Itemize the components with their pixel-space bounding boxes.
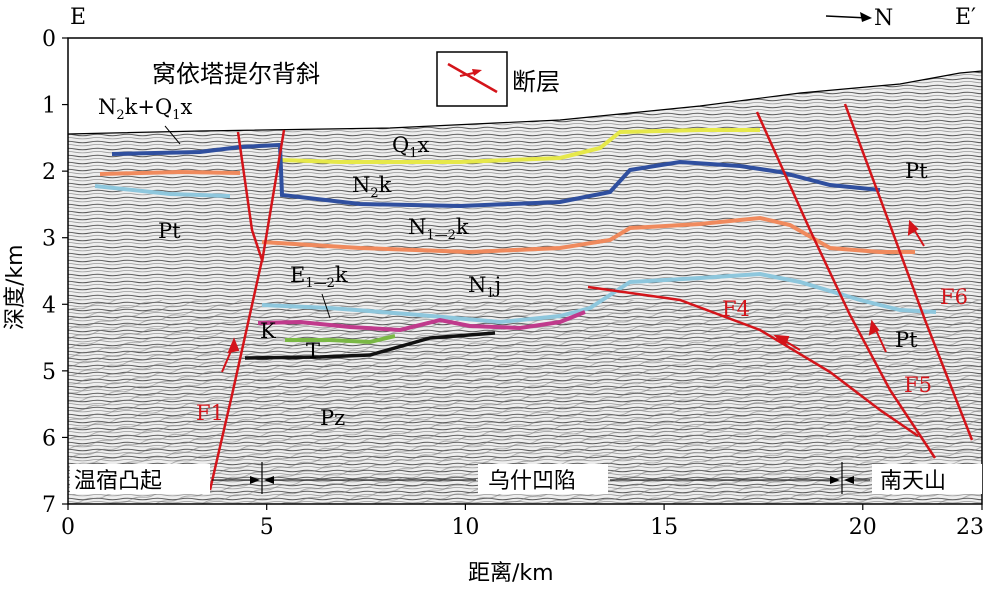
- unit-label-t: T: [306, 339, 320, 363]
- fault-label-f6: F6: [940, 285, 968, 309]
- seismic-image-deep: [68, 300, 982, 504]
- x-tick-label: 15: [650, 515, 678, 540]
- topography-line: [68, 70, 982, 135]
- legend-fault-label: 断层: [512, 68, 560, 96]
- fault-label-f4: F4: [722, 297, 750, 321]
- horizon-k-base: [257, 310, 586, 333]
- north-label: N: [874, 6, 893, 31]
- y-tick-label: 5: [42, 360, 56, 385]
- x-tick-label: 20: [849, 515, 877, 540]
- corner-label-left: E: [70, 5, 86, 30]
- x-tick-label: 10: [451, 515, 479, 540]
- fault-label-f5: F5: [904, 373, 932, 397]
- unit-label-n12k: N1—2k: [408, 215, 469, 243]
- horizon-pz-top: [244, 331, 496, 360]
- y-tick-label: 2: [42, 160, 56, 185]
- zone-label-middle: 乌什凹陷: [488, 469, 576, 494]
- corner-label-right: E′: [955, 5, 976, 30]
- svg-text:N2k+Q1x: N2k+Q1x: [98, 95, 192, 123]
- y-tick-label: 3: [42, 227, 56, 252]
- fault-f1-upper: [260, 129, 286, 263]
- unit-label-e12k: E1—2k: [290, 263, 348, 319]
- unit-label-q1x: Q1x: [392, 133, 430, 161]
- zone-divisions: 温宿凸起 乌什凹陷 南天山: [70, 462, 982, 494]
- fault-f6-line: [843, 103, 974, 441]
- y-tick-label: 0: [42, 27, 56, 52]
- north-arrow: N: [825, 6, 893, 31]
- unit-label-pt-right-top: Pt: [905, 159, 928, 183]
- fault-f4-line: [587, 285, 919, 438]
- svg-text:E1—2k: E1—2k: [290, 263, 348, 291]
- unit-label-n2k-q1x: N2k+Q1x: [98, 95, 192, 145]
- seismic-data-area: [68, 70, 982, 504]
- horizon-q1x-base: [279, 128, 760, 164]
- y-tick-label: 4: [42, 293, 56, 318]
- horizon-n2k-base: [111, 142, 881, 209]
- unit-label-pz: Pz: [320, 406, 345, 430]
- horizon-t-base: [285, 334, 396, 345]
- zone-label-right: 南天山: [880, 469, 946, 494]
- y-axis: 0 1 2 3 4 5 6 7: [42, 27, 68, 518]
- x-axis: 0 5 10 15 20 23: [61, 504, 984, 540]
- x-axis-label: 距离/km: [468, 561, 554, 586]
- legend: 断层: [436, 51, 560, 107]
- x-tick-label: 5: [260, 515, 274, 540]
- north-arrow-icon: [860, 12, 872, 22]
- anticline-label: 窝依塔提尔背斜: [152, 60, 320, 88]
- plot-frame: [67, 37, 983, 505]
- unit-label-pt-right-bottom: Pt: [895, 328, 918, 352]
- fault-f5-line: [755, 111, 937, 459]
- unit-label-n2k: N2k: [352, 173, 392, 201]
- y-tick-label: 6: [42, 426, 56, 451]
- horizon-n12k-base-left: [99, 169, 241, 176]
- y-tick-label: 7: [42, 493, 56, 518]
- y-axis-label: 深度/km: [3, 244, 28, 330]
- unit-label-n1j: N1j: [468, 273, 501, 301]
- fault-label-f1: F1: [196, 401, 224, 425]
- horizon-n12k-base: [261, 215, 915, 255]
- zone-label-left: 温宿凸起: [74, 469, 162, 494]
- unit-label-pt-left: Pt: [158, 219, 181, 243]
- x-tick-label: 0: [61, 515, 75, 540]
- unit-label-k: K: [260, 319, 276, 343]
- y-tick-label: 1: [42, 94, 56, 119]
- horizon-e12k-base: [261, 271, 937, 325]
- horizon-e12k-base-left: [94, 184, 231, 198]
- fault-arrows: [221, 219, 925, 373]
- x-tick-label: 23: [956, 515, 984, 540]
- legend-fault-icon: [447, 62, 498, 94]
